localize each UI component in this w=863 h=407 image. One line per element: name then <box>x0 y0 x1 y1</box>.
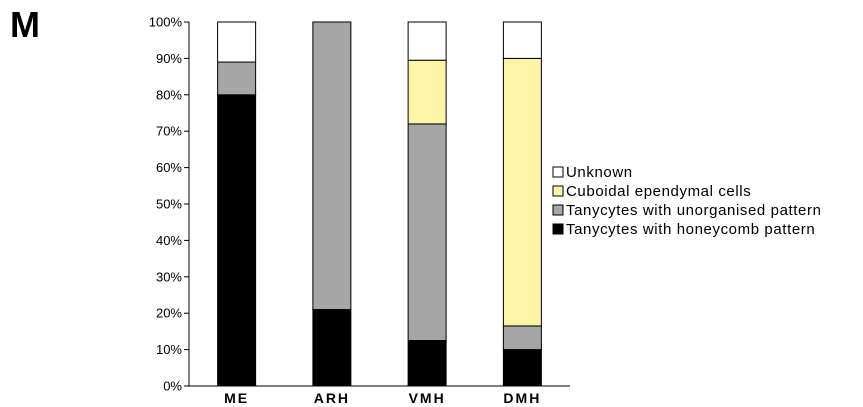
y-tick-label: 50% <box>156 197 182 212</box>
bar-segment <box>502 21 542 59</box>
bar-group-dmh <box>502 21 542 387</box>
legend-label: Tanycytes with honeycomb pattern <box>566 221 815 238</box>
x-axis: ME ARH VMH DMH <box>189 385 570 406</box>
bar-segment <box>407 123 447 341</box>
bar-group-arh <box>312 21 352 387</box>
legend: Unknown Cuboidal ependymal cells Tanycytes… <box>552 164 822 238</box>
legend-label: Unknown <box>566 164 633 181</box>
bar-segment <box>312 21 352 311</box>
bar-segment <box>312 309 352 387</box>
bar-segment <box>407 340 447 387</box>
bar-segment <box>502 325 542 351</box>
bar-segment <box>502 349 542 387</box>
y-tick-label: 10% <box>156 342 182 357</box>
legend-label: Tanycytes with unorganised pattern <box>566 202 822 219</box>
legend-swatch <box>552 166 564 178</box>
bar-segment <box>407 21 447 61</box>
legend-item: Unknown <box>552 164 633 181</box>
bar-segment <box>217 21 257 63</box>
y-tick-label: 70% <box>156 124 182 139</box>
legend-item: Cuboidal ependymal cells <box>552 183 751 200</box>
legend-swatch <box>552 185 564 197</box>
bar-segment <box>217 94 257 387</box>
y-tick-label: 20% <box>156 306 182 321</box>
panel-label: M <box>10 4 40 45</box>
y-tick-label: 30% <box>156 269 182 284</box>
bar-group-vmh <box>407 21 447 387</box>
y-tick-label: 60% <box>156 160 182 175</box>
bar-segment <box>217 61 257 96</box>
x-category-label: ME <box>224 390 249 406</box>
legend-item: Tanycytes with honeycomb pattern <box>552 221 815 238</box>
bar-segment <box>407 59 447 125</box>
bar-group-me <box>217 21 257 387</box>
y-axis: 0% 10% 20% 30% 40% 50% 60% 70% 80% 90% 100% <box>149 15 190 394</box>
x-category-label: DMH <box>503 390 541 406</box>
legend-swatch <box>552 223 564 235</box>
x-category-label: ARH <box>314 390 350 406</box>
y-tick-label: 40% <box>156 233 182 248</box>
y-tick-label: 0% <box>163 379 182 394</box>
legend-label: Cuboidal ependymal cells <box>566 183 751 200</box>
legend-item: Tanycytes with unorganised pattern <box>552 202 822 219</box>
bar-segment <box>502 57 542 327</box>
legend-swatch <box>552 204 564 216</box>
y-tick-label: 100% <box>149 15 183 30</box>
x-category-label: VMH <box>409 390 446 406</box>
y-tick-label: 90% <box>156 51 182 66</box>
y-tick-label: 80% <box>156 87 182 102</box>
bars <box>217 21 542 387</box>
